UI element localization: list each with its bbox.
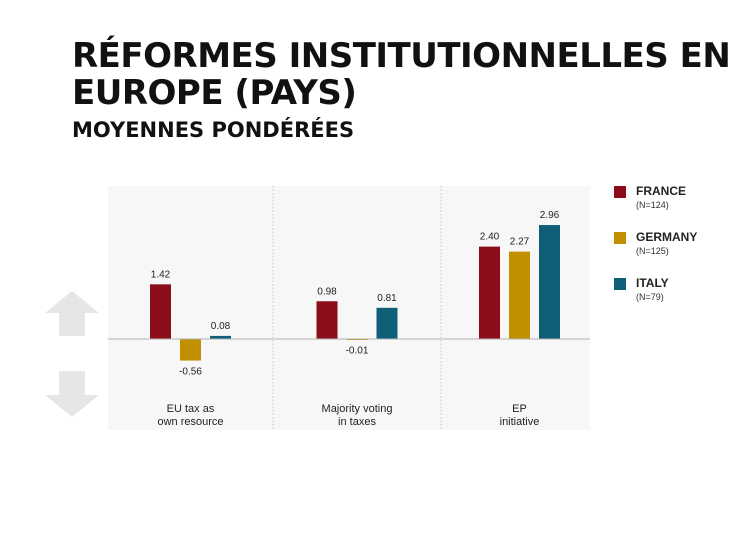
data-label-france-1: 1.42 <box>151 269 171 280</box>
category-label-3-line-2: initiative <box>500 416 540 428</box>
category-label-1-line-1: EU tax as <box>167 403 215 415</box>
chart-title: RÉFORMES INSTITUTIONNELLES EN EUROPE (PA… <box>72 36 731 113</box>
legend-item-italy: ITALY (N=79) <box>614 276 754 322</box>
legend-item-france: FRANCE (N=124) <box>614 184 754 230</box>
bar-italy-2 <box>376 307 398 339</box>
legend-label-france: FRANCE <box>636 184 686 198</box>
category-label-1-line-2: own resource <box>157 416 223 428</box>
legend-count-germany: (N=125) <box>636 246 669 256</box>
arrow-up-icon <box>45 291 99 336</box>
data-label-france-3: 2.40 <box>480 232 500 243</box>
data-label-italy-3: 2.96 <box>540 210 560 221</box>
legend-label-italy: ITALY <box>636 276 669 290</box>
legend-swatch-germany <box>614 232 626 244</box>
bar-france-1 <box>150 284 171 339</box>
bar-france-3 <box>479 246 500 339</box>
legend: FRANCE (N=124) GERMANY (N=125) ITALY (N=… <box>614 184 754 322</box>
data-label-italy-2: 0.81 <box>377 293 397 304</box>
data-label-france-2: 0.98 <box>317 286 337 297</box>
legend-count-italy: (N=79) <box>636 292 664 302</box>
legend-label-germany: GERMANY <box>636 230 698 244</box>
category-label-2-line-1: Majority voting <box>322 403 393 415</box>
bar-italy-3 <box>539 225 560 339</box>
legend-swatch-france <box>614 186 626 198</box>
bar-france-2 <box>316 301 338 339</box>
bar-germany-1 <box>180 339 201 361</box>
category-label-3-line-1: EP <box>512 403 527 415</box>
arrow-down-icon <box>45 371 99 417</box>
chart-subtitle: MOYENNES PONDÉRÉES <box>72 118 355 142</box>
data-label-germany-3: 2.27 <box>510 237 530 248</box>
bar-germany-3 <box>509 251 530 339</box>
legend-swatch-italy <box>614 278 626 290</box>
category-label-2-line-2: in taxes <box>338 416 376 428</box>
data-label-germany-2: -0.01 <box>346 345 369 356</box>
data-label-germany-1: -0.56 <box>179 367 202 378</box>
legend-count-france: (N=124) <box>636 200 669 210</box>
data-label-italy-1: 0.08 <box>211 321 231 332</box>
bar-italy-1 <box>210 335 231 339</box>
legend-item-germany: GERMANY (N=125) <box>614 230 754 276</box>
